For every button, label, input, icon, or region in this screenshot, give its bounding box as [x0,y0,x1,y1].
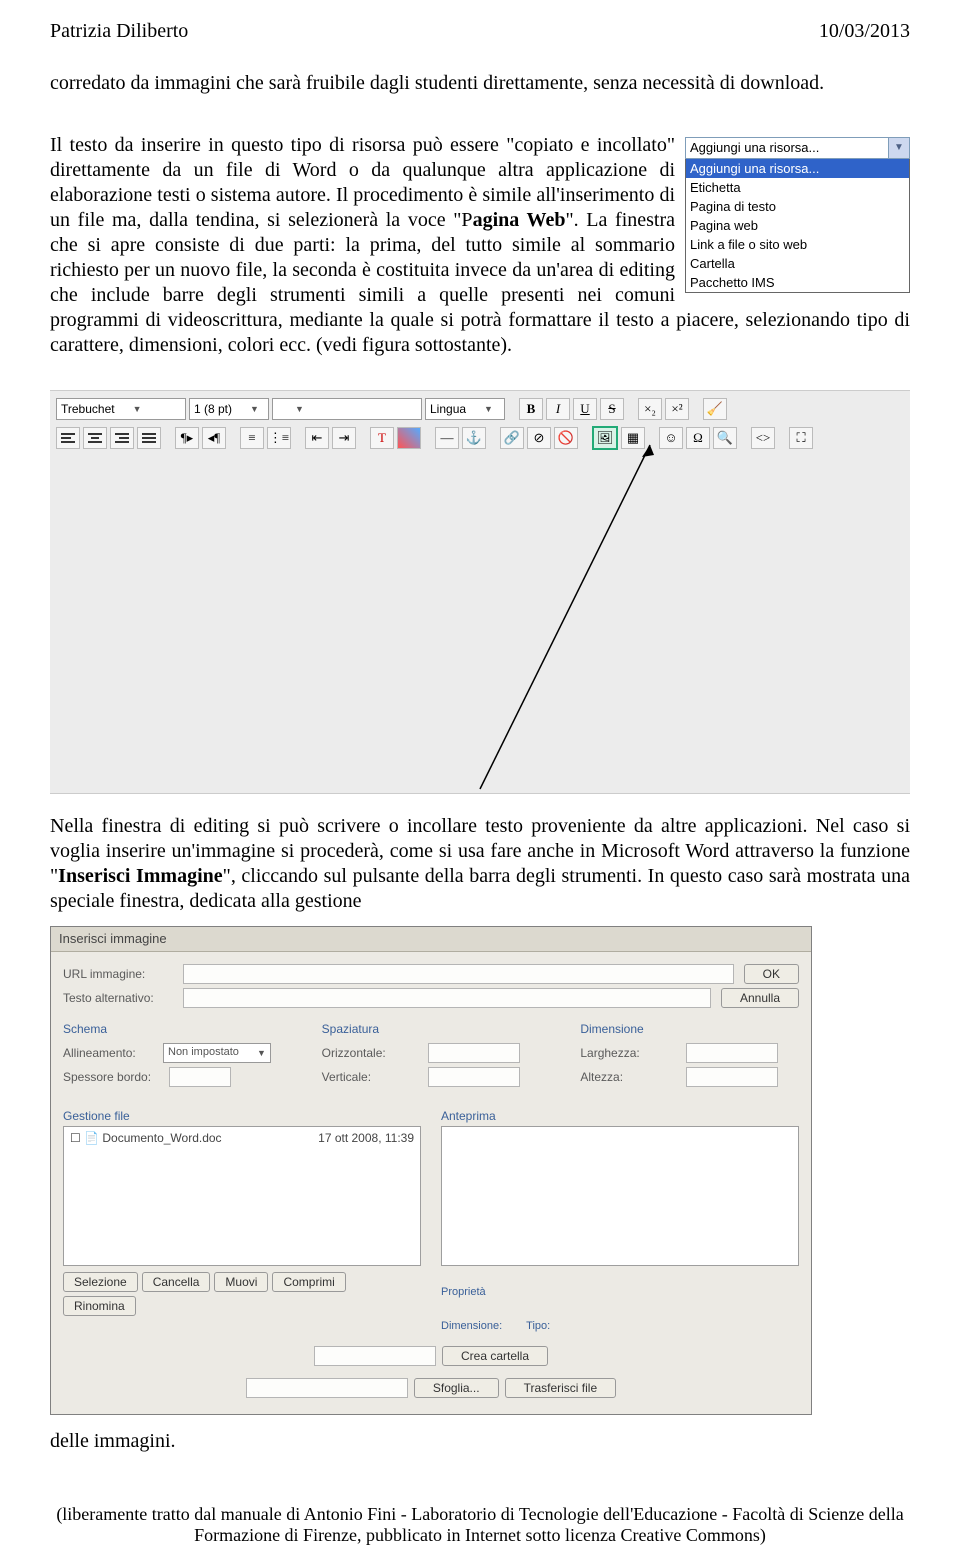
dropdown-item[interactable]: Link a file o sito web [686,235,909,254]
preview-area [441,1126,799,1266]
insert-image-dialog: Inserisci immagine URL immagine: OK Test… [50,926,812,1415]
prop-header: Proprietà [441,1286,486,1300]
url-input[interactable] [183,964,734,984]
rename-button[interactable]: Rinomina [63,1296,136,1316]
size-select[interactable]: 1 (8 pt)▼ [189,398,269,420]
dropdown-figure: Aggiungi una risorsa... ▼ Aggiungi una r… [685,137,910,293]
dropdown-item[interactable]: Etichetta [686,178,909,197]
clean-icon[interactable]: 🧹 [703,398,727,420]
file-date: 17 ott 2008, 11:39 [318,1131,414,1146]
fullscreen-icon[interactable]: ⛶ [789,427,813,449]
unlink-icon[interactable]: ⊘ [527,427,551,449]
horiz-label: Orizzontale: [322,1046,412,1061]
dropdown-item[interactable]: Pagina web [686,216,909,235]
height-label: Altezza: [580,1070,670,1085]
editor-toolbar-figure: Trebuchet▼ 1 (8 pt)▼ ▼ Lingua▼ B I U S ×… [50,390,910,794]
dialog-title: Inserisci immagine [51,927,811,952]
cancel-button[interactable]: Annulla [721,988,799,1008]
lang-select[interactable]: Lingua▼ [425,398,505,420]
rtl-icon[interactable]: ◂¶ [202,427,226,449]
width-label: Larghezza: [580,1046,670,1061]
image-icon[interactable]: 🖼 [592,426,618,450]
underline-button[interactable]: U [573,398,597,420]
font-select[interactable]: Trebuchet▼ [56,398,186,420]
indent-icon[interactable]: ⇥ [332,427,356,449]
nolink-icon[interactable]: 🚫 [554,427,578,449]
select-button[interactable]: Selezione [63,1272,138,1292]
smiley-icon[interactable]: ☺ [659,427,683,449]
char-icon[interactable]: Ω [686,427,710,449]
browse-button[interactable]: Sfoglia... [414,1378,499,1398]
zip-button[interactable]: Comprimi [272,1272,345,1292]
url-label: URL immagine: [63,967,173,982]
source-icon[interactable]: <> [751,427,775,449]
table-icon[interactable]: ▦ [621,427,645,449]
subscript-button[interactable]: ×₂ [638,398,662,420]
dropdown-item[interactable]: Aggiungi una risorsa... [686,159,909,178]
createfolder-button[interactable]: Crea cartella [442,1346,548,1366]
folder-input[interactable] [314,1346,436,1366]
transfer-button[interactable]: Trasferisci file [505,1378,617,1398]
align-justify-icon[interactable] [137,427,161,449]
align-center-icon[interactable] [83,427,107,449]
file-list[interactable]: ☐ 📄 Documento_Word.doc 17 ott 2008, 11:3… [63,1126,421,1266]
anchor-icon[interactable]: ⚓ [462,427,486,449]
dropdown-arrow[interactable]: ▼ [889,137,910,159]
dropdown-selected[interactable]: Aggiungi una risorsa... [685,137,889,159]
align-right-icon[interactable] [110,427,134,449]
dropdown-list: Aggiungi una risorsa... Etichetta Pagina… [685,159,910,293]
width-input[interactable] [686,1043,778,1063]
outdent-icon[interactable]: ⇤ [305,427,329,449]
align-left-icon[interactable] [56,427,80,449]
dropdown-item[interactable]: Pagina di testo [686,197,909,216]
schema-header: Schema [63,1018,282,1039]
align-label: Allineamento: [63,1046,153,1061]
footer: (liberamente tratto dal manuale di Anton… [0,1496,960,1554]
border-input[interactable] [169,1067,231,1087]
paragraph-4: delle immagini. [50,1429,910,1454]
height-input[interactable] [686,1067,778,1087]
hr-icon[interactable]: — [435,427,459,449]
delete-button[interactable]: Cancella [142,1272,211,1292]
ok-button[interactable]: OK [744,964,799,984]
prop-type: Tipo: [526,1320,550,1334]
date: 10/03/2013 [819,20,910,43]
preview-header: Anteprima [441,1105,799,1126]
filemgr-header: Gestione file [63,1105,421,1126]
align-select[interactable]: Non impostato▼ [163,1043,271,1063]
style-select[interactable]: ▼ [272,398,422,420]
ordered-list-icon[interactable]: ≡ [240,427,264,449]
textcolor-icon[interactable]: T [370,427,394,449]
author: Patrizia Diliberto [50,20,188,43]
bgcolor-icon[interactable] [397,427,421,449]
alt-input[interactable] [183,988,711,1008]
paragraph-3: Nella finestra di editing si può scriver… [50,814,910,914]
superscript-button[interactable]: ×² [665,398,689,420]
link-icon[interactable]: 🔗 [500,427,524,449]
alt-label: Testo alternativo: [63,991,173,1006]
vert-label: Verticale: [322,1070,412,1085]
dropdown-item[interactable]: Pacchetto IMS [686,273,909,292]
spacing-header: Spaziatura [322,1018,541,1039]
dropdown-item[interactable]: Cartella [686,254,909,273]
file-name: Documento_Word.doc [102,1131,221,1145]
bold-button[interactable]: B [519,398,543,420]
search-icon[interactable]: 🔍 [713,427,737,449]
italic-button[interactable]: I [546,398,570,420]
vert-input[interactable] [428,1067,520,1087]
paragraph-1: corredato da immagini che sarà fruibile … [50,71,910,96]
strike-button[interactable]: S [600,398,624,420]
unordered-list-icon[interactable]: ⋮≡ [267,427,291,449]
prop-dim: Dimensione: [441,1320,502,1334]
horiz-input[interactable] [428,1043,520,1063]
dim-header: Dimensione [580,1018,799,1039]
ltr-icon[interactable]: ¶▸ [175,427,199,449]
border-label: Spessore bordo: [63,1070,153,1085]
move-button[interactable]: Muovi [214,1272,268,1292]
upload-input[interactable] [246,1378,408,1398]
